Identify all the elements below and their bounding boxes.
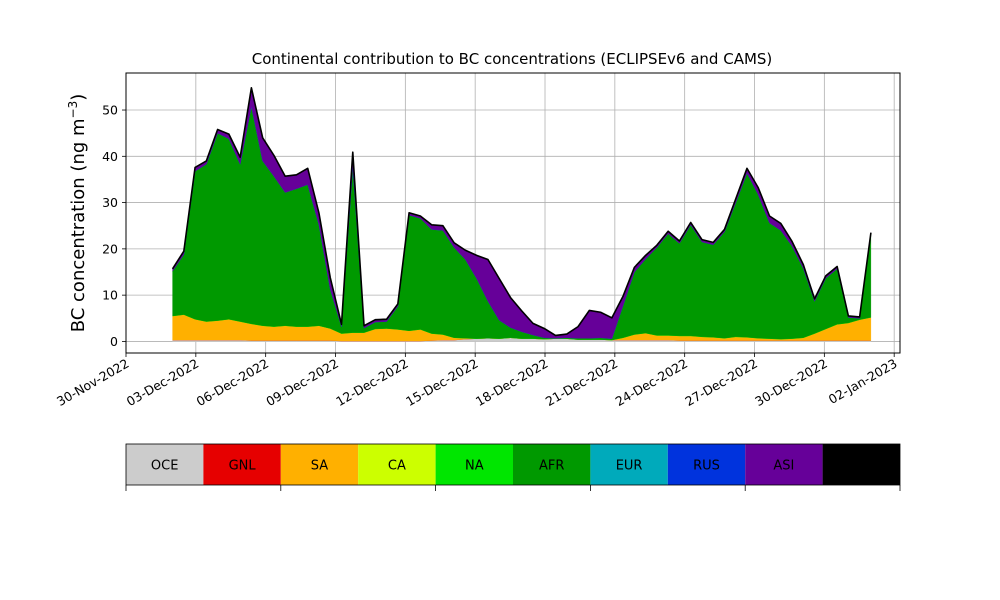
x-tick-label: 02-Jan-2023 (826, 356, 900, 407)
total-line-group (171, 87, 872, 337)
x-tick-label: 21-Dec-2022 (543, 356, 621, 409)
legend-swatch-oce (126, 444, 204, 485)
legend-swatch-sa (280, 444, 359, 485)
y-tick-label: 0 (110, 334, 118, 349)
legend-swatch-afr (513, 444, 591, 485)
y-axis-label: BC concentration (ng m−3) (66, 94, 89, 333)
stacked-areas (172, 87, 872, 342)
legend-label-eur: EUR (616, 459, 643, 474)
x-axis-ticks: 30-Nov-202203-Dec-202206-Dec-202209-Dec-… (54, 353, 900, 409)
legend-swatch-rus (667, 444, 746, 485)
plot-area: 0 10 20 30 40 50 30-Nov-202203-Dec-202206-Dec… (54, 72, 901, 409)
y-axis-label-main: BC concentration (ng m (68, 118, 89, 332)
legend-label-oce: OCE (151, 459, 179, 474)
legend-swatch-ca (358, 444, 436, 485)
x-tick-label: 15-Dec-2022 (403, 356, 481, 409)
y-axis-label-superscript: −3 (66, 101, 80, 119)
legend-label-asi: ASI (773, 459, 794, 474)
legend-swatch-eur (590, 444, 668, 485)
legend-colorbar: OCE GNL SA CA NA AFR EUR RUS ASI AUS (125, 443, 901, 491)
legend-frame (125, 443, 901, 486)
plot-frame (125, 72, 901, 354)
legend-label-ca: CA (388, 459, 406, 474)
y-tick-label: 50 (102, 103, 118, 118)
legend-swatch-na (435, 444, 513, 485)
y-tick-label: 20 (102, 241, 118, 256)
legend-label-gnl: GNL (229, 459, 257, 474)
x-tick-label: 27-Dec-2022 (682, 356, 760, 409)
x-tick-label: 06-Dec-2022 (194, 356, 272, 409)
legend-swatch-gnl (203, 444, 281, 485)
x-tick-label: 30-Dec-2022 (752, 356, 830, 409)
legend-label-afr: AFR (539, 459, 564, 474)
x-tick-label: 30-Nov-2022 (54, 356, 131, 409)
y-axis-label-close: ) (68, 94, 89, 101)
legend-swatch-aus (822, 444, 900, 485)
x-tick-label: 24-Dec-2022 (613, 356, 691, 409)
legend-swatch-asi (745, 444, 823, 485)
x-tick-label: 18-Dec-2022 (473, 356, 551, 409)
y-tick-label: 30 (102, 195, 118, 210)
y-tick-label: 10 (102, 288, 118, 303)
x-tick-label: 03-Dec-2022 (124, 356, 202, 409)
legend-label-aus: AUS (848, 459, 875, 474)
legend-label-sa: SA (311, 459, 328, 474)
area-afr (172, 106, 872, 341)
y-axis-ticks: 0 10 20 30 40 50 (102, 103, 126, 349)
legend-label-na: NA (465, 459, 484, 474)
chart-title: Continental contribution to BC concentra… (252, 50, 773, 68)
legend-label-rus: RUS (693, 459, 720, 474)
y-tick-label: 40 (102, 149, 118, 164)
x-tick-label: 12-Dec-2022 (333, 356, 411, 409)
x-tick-label: 09-Dec-2022 (263, 356, 341, 409)
total-line (171, 87, 872, 337)
